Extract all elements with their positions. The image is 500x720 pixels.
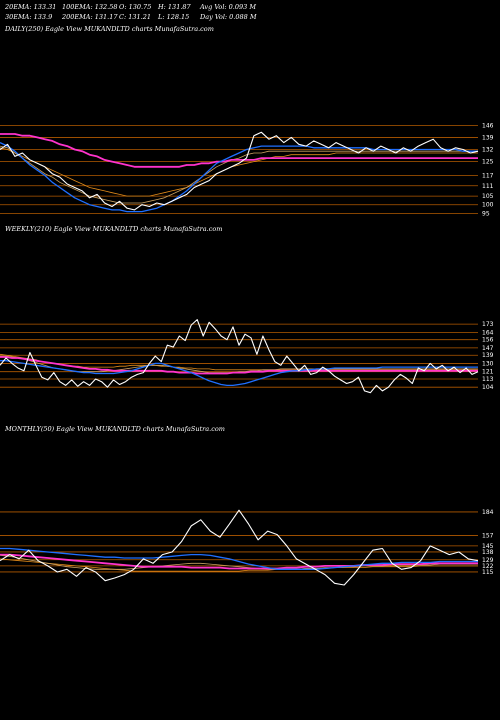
weekly-tick-label-4: 139	[482, 352, 494, 359]
daily-tick-label-4: 117	[482, 172, 494, 179]
ema100-label: 100EMA: 132.58	[62, 3, 118, 11]
monthly-tick-label-1: 157	[482, 532, 494, 539]
weekly-tick-label-0: 173	[482, 321, 494, 328]
weekly-tick-label-1: 164	[482, 329, 494, 336]
day-vol-label: Day Vol: 0.088 M	[200, 13, 257, 21]
weekly-tick-label-8: 104	[482, 384, 494, 391]
low-label: L: 128.15	[158, 13, 190, 21]
daily-tick-label-0: 146	[482, 122, 494, 129]
ema30-label: 30EMA: 133.9	[5, 13, 53, 21]
high-label: H: 131.87	[158, 3, 191, 11]
daily-tick-label-3: 125	[482, 159, 494, 166]
ema20-label: 20EMA: 133.31	[5, 3, 57, 11]
daily-ema-slow-line	[0, 133, 478, 168]
daily-tick-label-8: 95	[482, 210, 490, 217]
weekly-chart-title: WEEKLY(210) Eagle View MUKANDLTD charts …	[5, 225, 223, 233]
weekly-tick-label-3: 147	[482, 345, 494, 352]
monthly-chart-title: MONTHLY(50) Eagle View MUKANDLTD charts …	[5, 425, 225, 433]
monthly-tick-label-0: 184	[482, 509, 494, 516]
weekly-tick-label-5: 130	[482, 360, 494, 367]
avg-vol-label: Avg Vol: 0.093 M	[200, 3, 257, 11]
daily-price-line	[0, 131, 479, 211]
daily-tick-label-7: 100	[482, 202, 494, 209]
open-label: O: 130.75	[119, 3, 152, 11]
monthly-tick-label-6: 115	[482, 569, 494, 576]
monthly-tick-label-3: 138	[482, 549, 494, 556]
daily-tick-label-1: 139	[482, 134, 494, 141]
weekly-tick-label-7: 113	[482, 376, 494, 383]
monthly-ema-fast-line	[0, 547, 478, 570]
weekly-tick-label-6: 121	[482, 369, 494, 376]
weekly-ema-slow-line	[0, 356, 478, 375]
weekly-tick-label-2: 156	[482, 337, 494, 344]
daily-tick-label-2: 132	[482, 147, 494, 154]
monthly-tick-label-4: 129	[482, 557, 494, 564]
monthly-ema-slow-line	[0, 553, 478, 570]
monthly-tick-label-2: 145	[482, 543, 494, 550]
close-label: C: 131.21	[119, 13, 151, 21]
monthly-tick-label-5: 122	[482, 563, 494, 570]
daily-tick-label-6: 105	[482, 193, 494, 200]
daily-chart-title: DAILY(250) Eagle View MUKANDLTD charts M…	[5, 25, 214, 33]
monthly-price-line	[0, 509, 479, 586]
daily-tick-label-5: 111	[482, 183, 494, 190]
weekly-ema-fast-line	[0, 360, 478, 387]
weekly-price-line	[0, 319, 479, 394]
daily-ma-orange-line	[0, 147, 478, 197]
daily-ema-fast-line	[0, 142, 478, 213]
daily-ma-gold-line	[0, 145, 478, 204]
ema200-label: 200EMA: 131.17	[62, 13, 118, 21]
